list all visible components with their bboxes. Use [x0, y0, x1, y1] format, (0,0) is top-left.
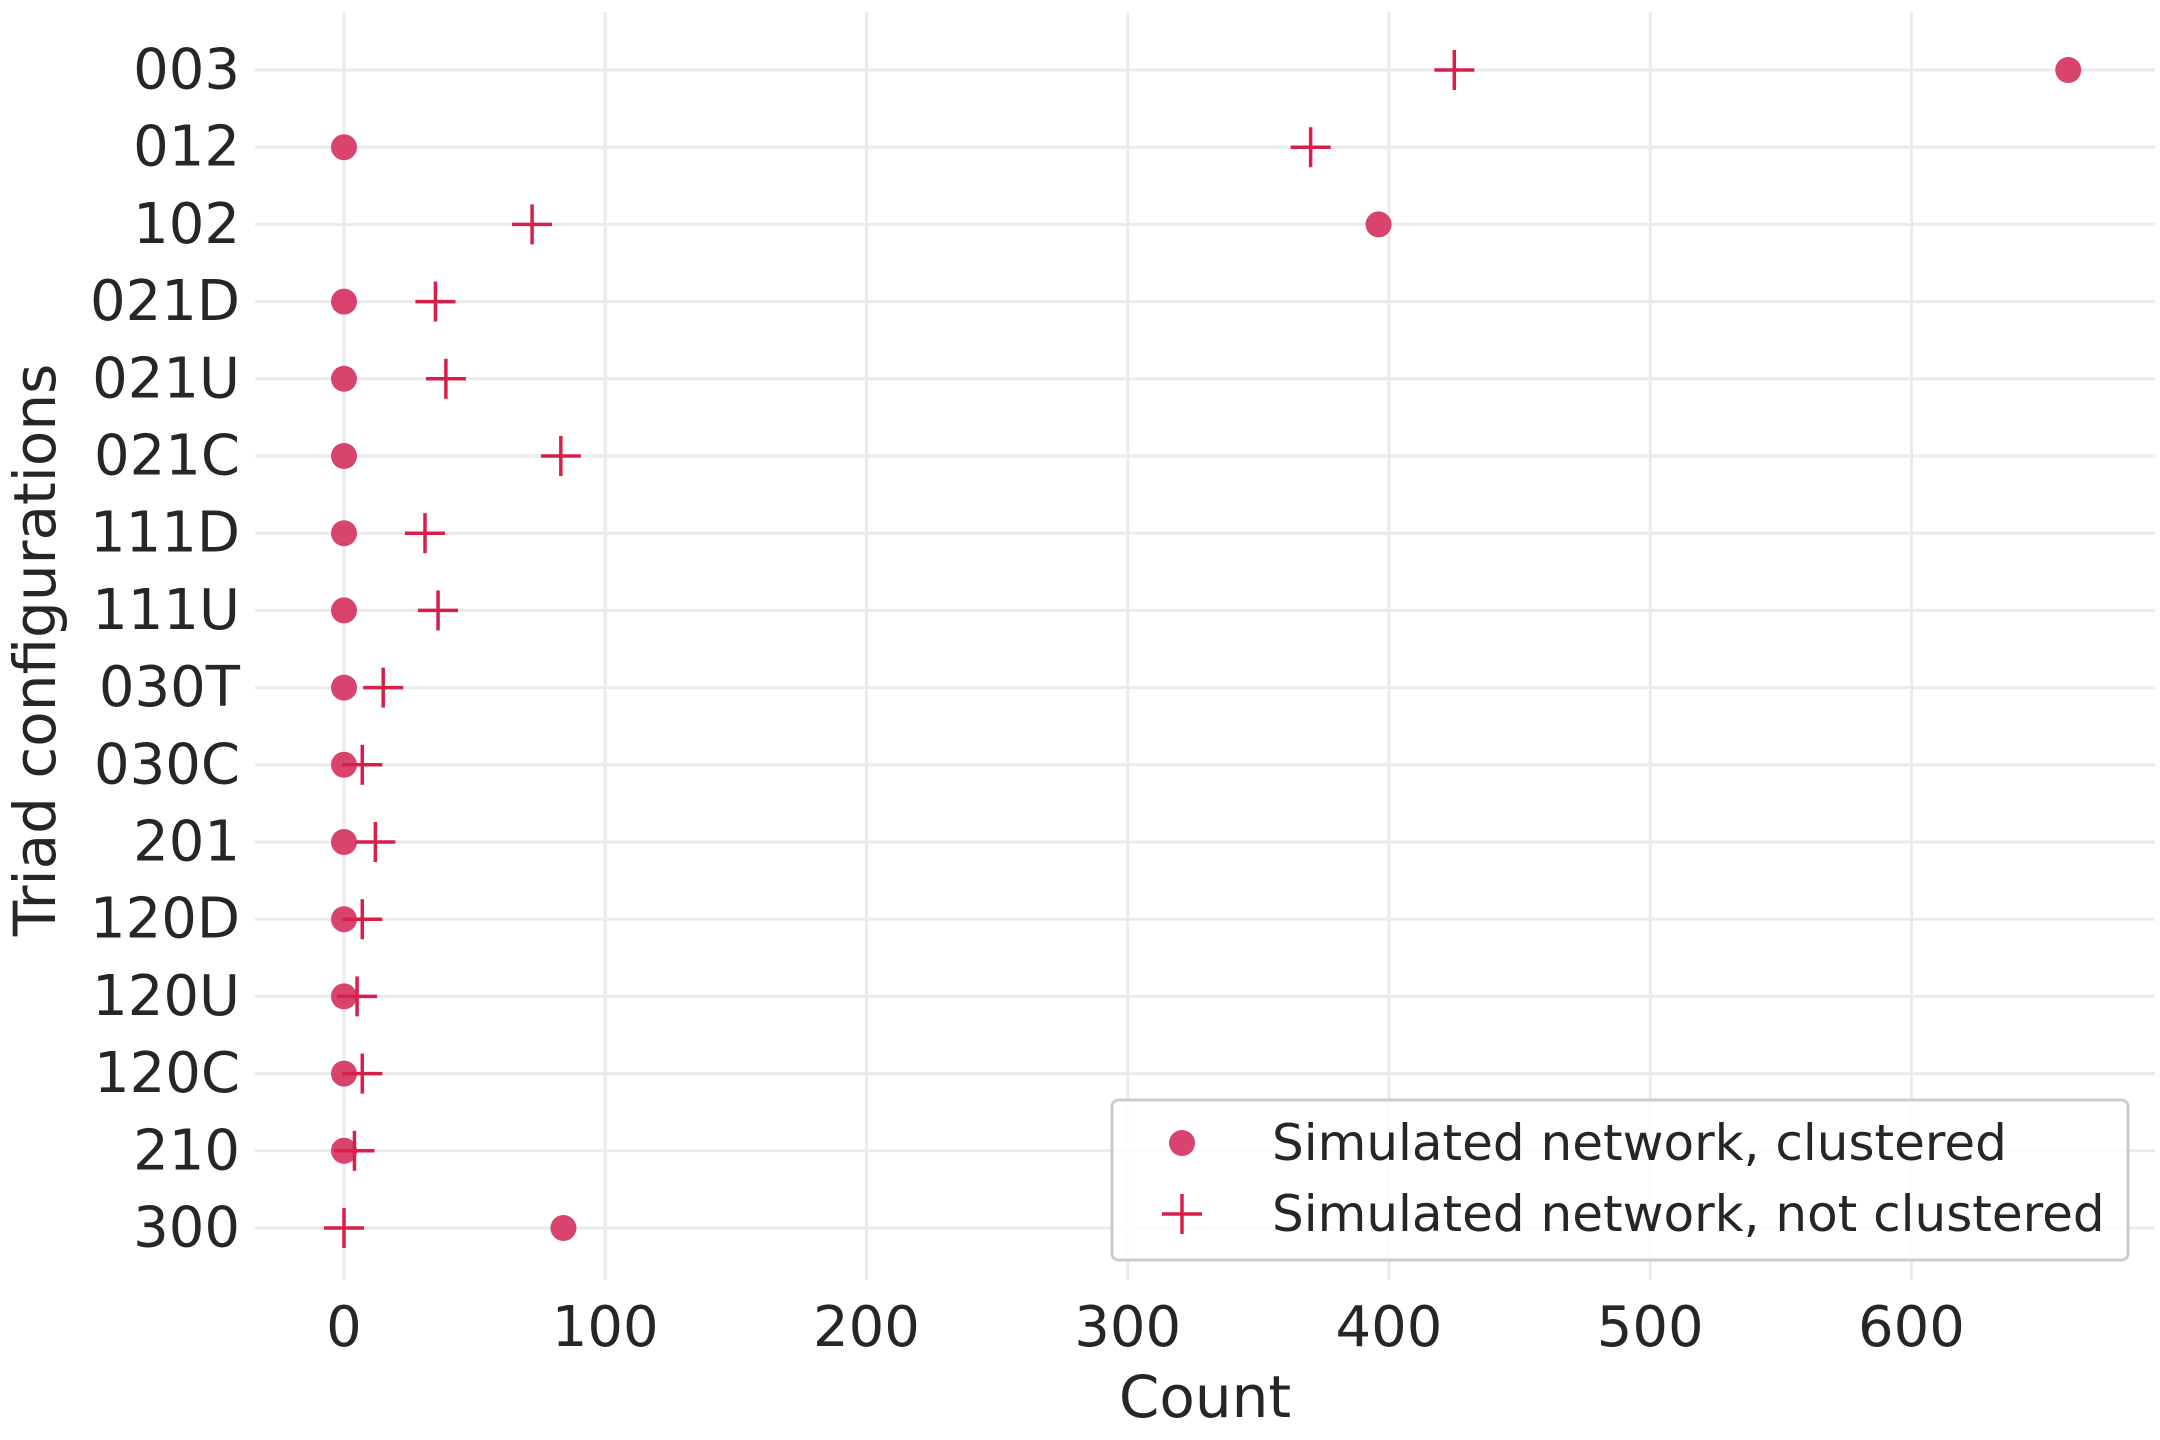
x-tick-labels: 0 100 200 300 400 500 600 [326, 1295, 1965, 1360]
y-tick-label: 300 [133, 1196, 240, 1261]
point-not-clustered [355, 822, 396, 862]
y-tick-label: 210 [133, 1118, 240, 1183]
legend-circle [1169, 1130, 1195, 1156]
point-not-clustered [334, 1130, 375, 1171]
point-not-clustered [324, 1208, 364, 1248]
point-not-clustered [1290, 127, 1331, 168]
point-not-clustered [425, 358, 466, 399]
y-tick-label: 030T [99, 655, 241, 720]
legend: Simulated network, clustered Simulated n… [1110, 1098, 2130, 1262]
y-tick-label: 120U [92, 964, 240, 1029]
point-not-clustered [342, 899, 383, 940]
y-tick-label: 021D [90, 269, 240, 334]
legend-box [1110, 1098, 2130, 1262]
y-tick-label: 030C [94, 732, 240, 797]
point-not-clustered [342, 1053, 383, 1094]
point-clustered [331, 443, 357, 469]
y-tick-label: 120C [94, 1041, 240, 1106]
grid-lines [255, 12, 2155, 1280]
point-clustered [2055, 57, 2082, 83]
point-clustered [331, 597, 357, 624]
y-tick-label: 012 [133, 115, 240, 180]
y-tick-label: 003 [133, 38, 240, 103]
point-not-clustered [512, 204, 553, 245]
x-tick-label: 0 [326, 1295, 362, 1360]
point-clustered [331, 288, 357, 315]
point-clustered [331, 134, 357, 161]
legend-marker-not-clustered [1162, 1194, 1202, 1234]
point-clustered [331, 829, 357, 855]
point-not-clustered [540, 436, 581, 476]
point-clustered [331, 520, 357, 547]
y-tick-label: 021C [94, 424, 240, 489]
point-clustered [1365, 211, 1392, 238]
y-tick-label: 201 [133, 810, 240, 875]
point-clustered [550, 1215, 577, 1241]
data-points [324, 50, 2082, 1248]
y-tick-label: 111U [92, 578, 240, 643]
x-tick-label: 500 [1597, 1295, 1704, 1360]
x-tick-label: 400 [1336, 1295, 1443, 1360]
y-tick-label: 021U [92, 346, 240, 411]
point-not-clustered [1434, 50, 1475, 90]
point-not-clustered [337, 976, 378, 1017]
point-clustered [331, 365, 357, 392]
point-not-clustered [418, 590, 459, 631]
legend-label-clustered: Simulated network, clustered [1272, 1114, 2007, 1172]
x-tick-label: 300 [1074, 1295, 1181, 1360]
point-not-clustered [415, 281, 456, 322]
x-axis-label: Count [1119, 1363, 1291, 1431]
y-axis-label: Triad configurations [1, 364, 69, 938]
y-tick-label: 102 [133, 192, 240, 257]
point-clustered [331, 674, 357, 701]
point-not-clustered [404, 513, 445, 554]
point-not-clustered [363, 667, 404, 708]
legend-label-not-clustered: Simulated network, not clustered [1272, 1185, 2105, 1243]
y-tick-labels: 003 012 102 021D 021U 021C 111D 111U 030T 030C 201… [90, 38, 241, 1261]
y-tick-label: 111D [90, 501, 240, 566]
x-tick-label: 100 [552, 1295, 659, 1360]
legend-marker-clustered [1169, 1130, 1195, 1156]
point-not-clustered [342, 744, 383, 785]
x-tick-label: 200 [813, 1295, 920, 1360]
x-tick-label: 600 [1858, 1295, 1965, 1360]
y-tick-label: 120D [90, 887, 240, 952]
legend-plus [1162, 1194, 1202, 1234]
